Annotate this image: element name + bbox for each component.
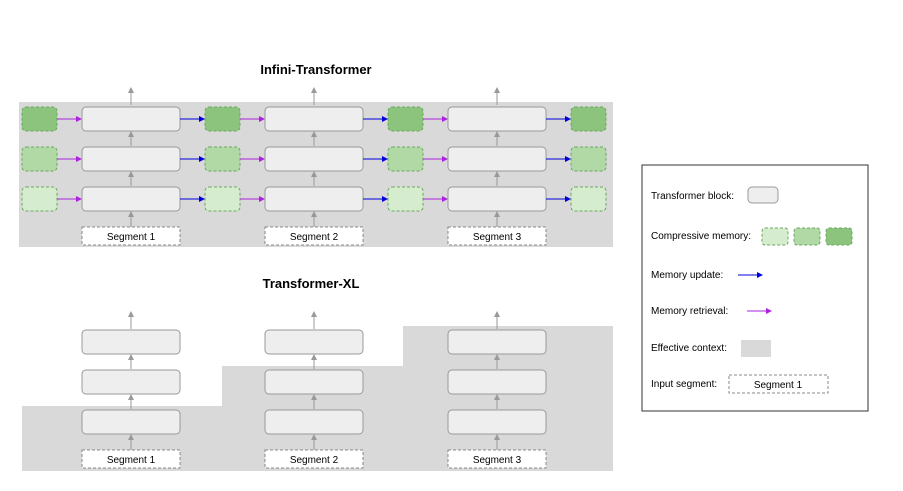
legend-memory-update-label: Memory update: bbox=[651, 270, 723, 281]
infini-blocks bbox=[81, 106, 547, 212]
compressive-memory bbox=[570, 106, 607, 132]
infini-update-arrows bbox=[180, 116, 571, 202]
transformer-block bbox=[447, 329, 547, 355]
transformer-block bbox=[81, 369, 181, 395]
input-segment-label: Segment 3 bbox=[473, 232, 522, 243]
infini-retrieval-arrows bbox=[57, 116, 448, 202]
xl-blocks bbox=[81, 329, 547, 435]
transformer-xl-panel: Transformer-XL bbox=[22, 276, 613, 471]
legend-context-swatch bbox=[741, 340, 771, 357]
xl-title: Transformer-XL bbox=[263, 276, 360, 291]
input-segment-label: Segment 1 bbox=[107, 232, 156, 243]
transformer-block bbox=[447, 106, 547, 132]
compressive-memory bbox=[21, 106, 58, 132]
input-segment bbox=[447, 449, 547, 469]
legend-input-segment-swatch bbox=[728, 374, 829, 394]
transformer-block bbox=[264, 186, 364, 212]
legend-effective-context-label: Effective context: bbox=[651, 343, 727, 354]
xl-flow-arrows bbox=[128, 311, 500, 451]
input-segment-label: Segment 3 bbox=[473, 455, 522, 466]
input-segment-label: Segment 2 bbox=[290, 455, 339, 466]
compressive-memory bbox=[204, 146, 241, 172]
infini-memories bbox=[21, 106, 607, 212]
compressive-memory bbox=[387, 106, 424, 132]
input-segment bbox=[264, 226, 364, 246]
compressive-memory bbox=[387, 146, 424, 172]
infini-flow-arrows bbox=[128, 87, 500, 228]
legend-transformer-block-label: Transformer block: bbox=[651, 191, 734, 202]
input-segment bbox=[264, 449, 364, 469]
legend-memory-retrieval-label: Memory retrieval: bbox=[651, 306, 728, 317]
transformer-block bbox=[447, 409, 547, 435]
compressive-memory bbox=[387, 186, 424, 212]
input-segment-label: Segment 1 bbox=[107, 455, 156, 466]
legend-input-segment-label: Input segment: bbox=[651, 379, 717, 390]
transformer-block bbox=[81, 186, 181, 212]
transformer-block bbox=[447, 186, 547, 212]
legend-memory-swatch-mid bbox=[793, 227, 821, 246]
input-segment bbox=[81, 449, 181, 469]
transformer-block bbox=[264, 106, 364, 132]
transformer-block bbox=[447, 146, 547, 172]
transformer-block bbox=[81, 329, 181, 355]
transformer-block bbox=[81, 106, 181, 132]
infini-input-segments: Segment 1 Segment 2 Segment 3 bbox=[81, 226, 547, 246]
transformer-block bbox=[264, 146, 364, 172]
legend-input-segment-example: Segment 1 bbox=[754, 380, 803, 391]
compressive-memory bbox=[204, 106, 241, 132]
compressive-memory bbox=[570, 186, 607, 212]
input-segment bbox=[447, 226, 547, 246]
legend-box bbox=[641, 164, 869, 412]
infini-title: Infini-Transformer bbox=[260, 62, 371, 77]
xl-input-segments: Segment 1 Segment 2 Segment 3 bbox=[81, 449, 547, 469]
input-segment bbox=[81, 226, 181, 246]
legend-compressive-memory-label: Compressive memory: bbox=[651, 231, 751, 242]
transformer-block bbox=[264, 409, 364, 435]
compressive-memory bbox=[21, 186, 58, 212]
infini-transformer-panel: Infini-Transformer bbox=[19, 62, 613, 247]
legend-memory-swatch-light bbox=[761, 227, 789, 246]
transformer-block bbox=[81, 146, 181, 172]
compressive-memory bbox=[21, 146, 58, 172]
legend-transformer-block-swatch bbox=[747, 186, 779, 204]
transformer-block bbox=[447, 369, 547, 395]
legend-memory-swatch-dark bbox=[825, 227, 853, 246]
transformer-block bbox=[81, 409, 181, 435]
input-segment-label: Segment 2 bbox=[290, 232, 339, 243]
compressive-memory bbox=[204, 186, 241, 212]
transformer-block bbox=[264, 329, 364, 355]
legend: Transformer block: Compressive memory: M… bbox=[641, 164, 869, 412]
compressive-memory bbox=[570, 146, 607, 172]
transformer-block bbox=[264, 369, 364, 395]
